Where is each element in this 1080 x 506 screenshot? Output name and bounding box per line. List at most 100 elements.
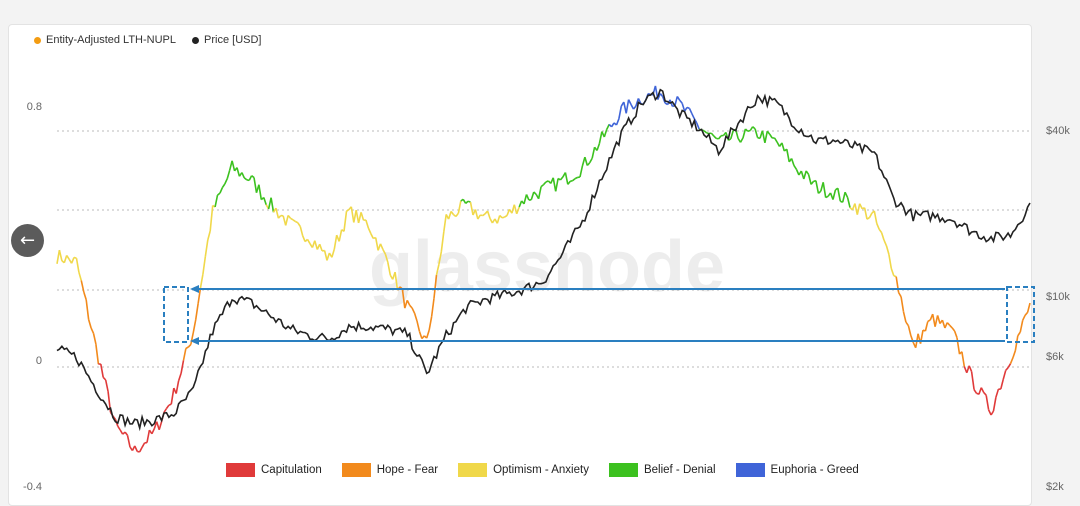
nupl-segment [140, 447, 142, 452]
nupl-segment [264, 198, 266, 205]
nupl-segment [1025, 312, 1028, 315]
swatch-euphoria-greed [736, 463, 765, 477]
nupl-segment [938, 315, 940, 323]
legend-capitulation[interactable]: Capitulation [226, 463, 322, 477]
nupl-segment [899, 293, 902, 297]
right-tick-label: $6k [1046, 351, 1064, 363]
nupl-segment [344, 211, 347, 231]
nupl-segment [1015, 336, 1017, 351]
nupl-segment [488, 211, 490, 218]
nupl-segment [466, 201, 468, 203]
nupl-segment [857, 204, 859, 215]
back-button[interactable]: ← [11, 224, 44, 257]
nupl-segment [205, 240, 207, 256]
nupl-segment [159, 422, 161, 430]
nupl-segment [755, 129, 758, 138]
arrow-left-icon: ← [20, 230, 35, 251]
nupl-segment [67, 255, 70, 259]
nupl-segment [843, 192, 845, 202]
nupl-segment [179, 373, 182, 381]
nupl-segment [359, 212, 362, 223]
nupl-segment [320, 244, 322, 251]
nupl-segment [629, 100, 632, 105]
nupl-segment [568, 181, 571, 184]
right-axis-ticks: $40k$10k$6k$2k [1046, 125, 1070, 491]
nupl-segment [298, 223, 301, 227]
nupl-segment [690, 108, 692, 113]
nupl-segment [648, 94, 650, 95]
nupl-segment [870, 213, 872, 218]
nupl-segment [242, 173, 244, 178]
nupl-segment [877, 224, 879, 230]
nupl-segment [1018, 332, 1021, 336]
nupl-segment [991, 411, 993, 415]
nupl-segment [685, 107, 687, 111]
nupl-segment [544, 182, 546, 185]
nupl-segment [142, 443, 145, 447]
nupl-segment [816, 181, 819, 194]
nupl-segment [619, 106, 621, 119]
nupl-segment [879, 229, 881, 232]
nupl-segment [339, 230, 341, 242]
nupl-segment [220, 188, 222, 194]
nupl-segment [502, 217, 505, 218]
nupl-segment [125, 432, 127, 435]
nupl-segment [565, 173, 567, 185]
nupl-segment [278, 216, 280, 219]
nupl-segment [286, 215, 288, 225]
nupl-segment [500, 216, 502, 218]
nupl-segment [347, 210, 349, 212]
nupl-segment [925, 321, 927, 331]
watermark: glassnode [369, 227, 725, 307]
left-axis-ticks: 0.80-0.4 [23, 101, 42, 491]
nupl-segment [541, 185, 543, 187]
nupl-segment [874, 211, 877, 224]
nupl-segment [585, 157, 587, 165]
legend-euphoria-greed[interactable]: Euphoria - Greed [736, 463, 859, 477]
nupl-segment [215, 195, 217, 207]
nupl-segment [531, 192, 534, 200]
nupl-segment [468, 201, 470, 202]
nupl-segment [193, 320, 196, 333]
nupl-segment [458, 201, 460, 213]
nupl-segment [483, 214, 485, 216]
nupl-segment [792, 159, 794, 166]
right-tick-label: $2k [1046, 481, 1064, 491]
legend-optimism-anxiety[interactable]: Optimism - Anxiety [458, 463, 589, 477]
nupl-segment [252, 176, 254, 178]
nupl-segment [707, 133, 709, 134]
nupl-segment [908, 326, 910, 336]
nupl-segment [72, 257, 74, 263]
legend-label-capitulation: Capitulation [261, 464, 322, 476]
nupl-segment [351, 207, 354, 223]
nupl-segment [94, 333, 96, 344]
nupl-segment [79, 272, 81, 280]
nupl-segment [332, 249, 334, 257]
annotation-box-left [164, 287, 188, 342]
nupl-segment [417, 321, 419, 331]
nupl-segment [222, 184, 224, 188]
legend-hope-fear[interactable]: Hope - Fear [342, 463, 438, 477]
nupl-segment [680, 100, 683, 103]
nupl-segment [775, 138, 777, 142]
nupl-segment [556, 179, 558, 192]
nupl-segment [101, 364, 103, 377]
nupl-segment [748, 131, 751, 132]
nupl-segment [64, 255, 66, 262]
nupl-segment [697, 123, 700, 129]
annotation-arrowhead [190, 285, 199, 293]
nupl-segment [77, 258, 79, 272]
legend-belief-denial[interactable]: Belief - Denial [609, 463, 716, 477]
nupl-segment [167, 405, 169, 408]
nupl-segment [254, 178, 257, 193]
nupl-segment [928, 320, 931, 322]
nupl-segment [451, 211, 453, 214]
nupl-segment [587, 163, 589, 166]
nupl-segment [692, 114, 694, 119]
nupl-segment [539, 187, 542, 199]
nupl-segment [731, 131, 733, 139]
nupl-segment [334, 235, 336, 249]
nupl-segment [514, 205, 516, 214]
nupl-segment [524, 195, 527, 204]
nupl-segment [361, 212, 363, 220]
